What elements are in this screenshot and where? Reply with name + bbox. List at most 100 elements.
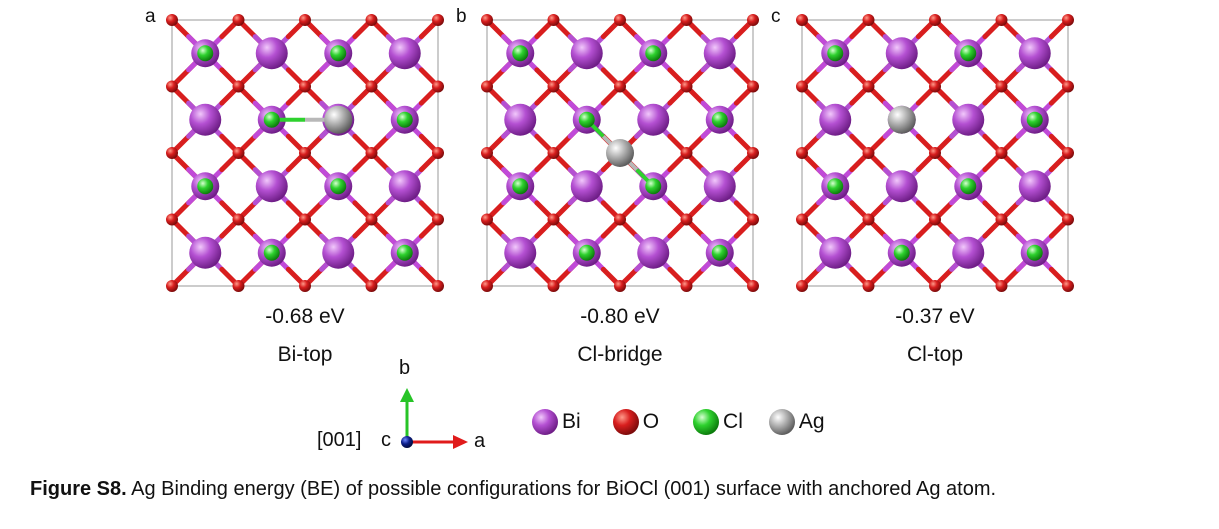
panel-c: c -0.37 eV Cl-top [771,0,1085,380]
o-atom [680,14,693,26]
o-atom [232,14,245,26]
o-atom [432,213,444,226]
o-atom [1062,147,1074,159]
figure-caption: Figure S8. Ag Binding energy (BE) of pos… [30,478,996,501]
o-atom [481,147,493,159]
caption-label: Figure S8. [30,478,127,500]
o-atom [365,80,378,93]
caption-text: Ag Binding energy (BE) of possible confi… [126,478,997,500]
o-atom [995,280,1008,292]
bi-atom [637,236,670,269]
crystal-structure [166,14,444,292]
crystal-structure [481,14,759,292]
bi-atom [1018,37,1051,70]
o-atom [680,213,693,226]
cl-atom [263,111,280,128]
bi-atom [952,103,985,136]
o-atom [432,14,444,26]
axis-label-b: b [399,357,411,379]
o-atom [432,280,444,292]
o-atom [166,80,178,93]
o-atom [796,80,808,93]
legend-item-ag: Ag [767,407,825,437]
o-atom [1062,280,1074,292]
cl-atom [330,178,347,195]
o-atom [299,280,311,292]
o-atom [862,147,875,159]
cl-atom [263,244,280,261]
o-atom [747,213,759,226]
o-atom [614,80,626,93]
o-atom [995,147,1008,159]
o-atom [299,80,311,93]
bi-atom [570,170,603,203]
o-atom [614,213,626,226]
o-atom [481,213,493,226]
o-atom [614,14,626,26]
o-atom [680,147,693,159]
o-atom [995,213,1008,226]
o-atom [796,280,808,292]
bi-atom [885,170,918,203]
panel-a: a -0.68 eV Bi-top [145,0,455,380]
cl-atom [711,244,728,261]
binding-energy: -0.80 eV [580,305,660,328]
cl-atom [578,244,595,261]
o-atom [547,280,560,292]
bi-atom [189,103,222,136]
bi-atom [703,37,736,70]
cl-atom [1026,111,1043,128]
bi-atom [388,37,421,70]
binding-energy: -0.68 eV [265,305,345,328]
cl-atom [711,111,728,128]
adsorption-site: Cl-bridge [577,343,663,366]
o-atom [747,14,759,26]
cl-atom [645,45,662,62]
cl-atom [827,45,844,62]
cl-atom [197,178,214,195]
adsorption-site: Cl-top [906,343,964,366]
bi-atom-icon [532,409,558,435]
bi-atom [819,103,852,136]
o-atom [680,280,693,292]
o-atom [1062,80,1074,93]
bi-atom [819,236,852,269]
o-atom [432,147,444,159]
cl-atom-icon [693,409,720,435]
o-atom [481,280,493,292]
o-atom [232,280,245,292]
o-atom [929,213,941,226]
o-atom [796,147,808,159]
o-atom-icon [612,409,639,435]
o-atom [547,14,560,26]
o-atom [232,80,245,93]
o-atom [299,14,311,26]
o-atom [365,213,378,226]
o-atom [796,213,808,226]
o-atom [929,147,941,159]
o-atom [232,213,245,226]
c-axis-dot [401,436,413,448]
o-atom [365,280,378,292]
crystal-axes: b a [001] c [300,357,500,460]
panel-letter: a [145,6,156,27]
bi-atom [255,170,288,203]
bi-atom [570,37,603,70]
o-atom [747,280,759,292]
o-atom [862,280,875,292]
bi-atom [388,170,421,203]
o-atom [432,80,444,93]
o-atom [547,213,560,226]
cl-atom [396,111,413,128]
axis-direction: [001] [317,429,362,451]
o-atom [365,14,378,26]
o-atom [929,80,941,93]
axis-label-a: a [474,430,486,452]
cl-atom [893,244,910,261]
a-axis-arrowhead [453,435,468,449]
panel-b: b -0.80 eV Cl-bridge [456,0,770,380]
o-atom [166,147,178,159]
o-atom [365,147,378,159]
o-atom [166,14,178,26]
ag-atom [324,105,353,134]
